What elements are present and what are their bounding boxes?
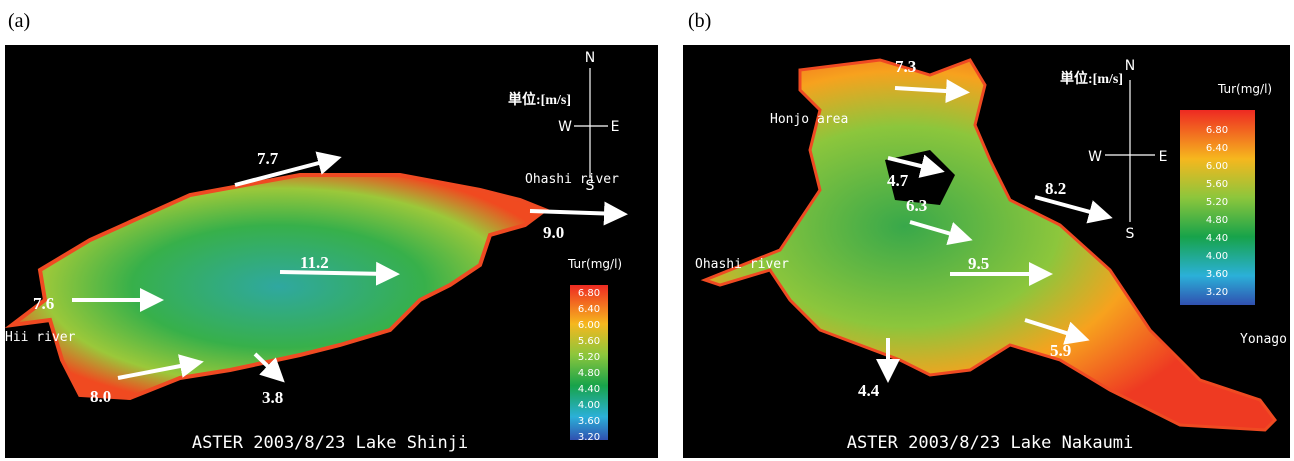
wind-speed: 4.4	[858, 381, 880, 400]
compass-letter: S	[1126, 226, 1135, 242]
legend-tick: 5.60	[1206, 179, 1228, 190]
legend-tick: 4.80	[1206, 215, 1228, 226]
legend-tick: 5.60	[578, 336, 600, 347]
legend-tick: 4.40	[578, 384, 600, 395]
unit-label: 単位:[m/s]	[1060, 70, 1123, 87]
compass-letter: E	[1159, 149, 1168, 165]
wind-speed: 5.9	[1050, 341, 1071, 360]
caption: ASTER 2003/8/23 Lake Nakaumi	[847, 433, 1134, 453]
wind-speed: 6.3	[906, 196, 927, 215]
wind-speed: 11.2	[300, 253, 329, 272]
place-label: Ohashi river	[695, 257, 789, 272]
compass-letter: N	[1125, 58, 1135, 74]
legend-tick: 6.40	[578, 304, 600, 315]
place-label: Ohashi river	[525, 172, 619, 187]
legend-tick: 4.00	[578, 400, 600, 411]
legend-tick: 6.00	[1206, 161, 1228, 172]
legend-tick: 4.80	[578, 368, 600, 379]
place-label: Yonago Bay	[1240, 332, 1294, 347]
panel-label: (b)	[688, 10, 711, 32]
wind-speed: 7.6	[33, 294, 54, 313]
wind-speed: 8.2	[1045, 179, 1066, 198]
unit-label: 単位:[m/s]	[508, 91, 571, 108]
wind-speed: 3.8	[262, 388, 283, 407]
caption: ASTER 2003/8/23 Lake Shinji	[192, 433, 468, 453]
legend-title: Tur(mg/l)	[1217, 82, 1272, 96]
wind-speed: 7.3	[895, 57, 916, 76]
panel-label: (a)	[8, 10, 30, 32]
place-label: Honjo area	[770, 112, 848, 127]
figure: (a) (b) 単位:[m/s]NWESOhashi riverHii rive…	[0, 0, 1294, 461]
legend-tick: 5.20	[1206, 197, 1228, 208]
wind-arrow	[280, 272, 392, 274]
compass-letter: N	[585, 50, 595, 66]
place-label: Hii river	[5, 330, 76, 345]
legend-tick: 6.00	[578, 320, 600, 331]
compass-letter: E	[611, 119, 620, 135]
legend-tick: 6.80	[1206, 125, 1228, 136]
wind-speed: 9.5	[968, 254, 989, 273]
legend-tick: 4.00	[1206, 251, 1228, 262]
legend-title: Tur(mg/l)	[567, 257, 622, 271]
legend-tick: 4.40	[1206, 233, 1228, 244]
legend-tick: 3.20	[578, 432, 600, 443]
legend-tick: 3.60	[1206, 269, 1228, 280]
legend-tick: 6.80	[578, 288, 600, 299]
compass-letter: W	[1088, 149, 1102, 165]
wind-speed: 7.7	[257, 149, 279, 168]
legend-tick: 3.20	[1206, 287, 1228, 298]
wind-speed: 8.0	[90, 387, 111, 406]
legend-tick: 3.60	[578, 416, 600, 427]
wind-speed: 9.0	[543, 223, 564, 242]
legend-tick: 5.20	[578, 352, 600, 363]
wind-speed: 4.7	[887, 171, 909, 190]
compass-letter: W	[558, 119, 572, 135]
legend-tick: 6.40	[1206, 143, 1228, 154]
